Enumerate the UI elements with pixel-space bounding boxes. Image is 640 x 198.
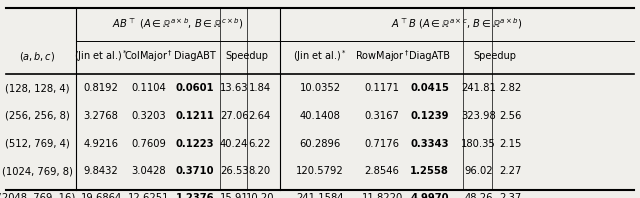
Text: 26.53: 26.53 [220, 166, 248, 176]
Text: 2.37: 2.37 [499, 193, 521, 198]
Text: 9.8432: 9.8432 [84, 166, 118, 176]
Text: 96.02: 96.02 [465, 166, 493, 176]
Text: 0.1171: 0.1171 [365, 83, 399, 93]
Text: DiagABT: DiagABT [174, 51, 216, 61]
Text: 40.1408: 40.1408 [300, 111, 340, 121]
Text: $(a, b, c)$: $(a, b, c)$ [19, 50, 55, 63]
Text: 10.0352: 10.0352 [300, 83, 340, 93]
Text: 180.35: 180.35 [461, 139, 496, 148]
Text: 48.26: 48.26 [465, 193, 493, 198]
Text: (256, 256, 8): (256, 256, 8) [4, 111, 70, 121]
Text: 241.81: 241.81 [461, 83, 496, 93]
Text: 0.1223: 0.1223 [176, 139, 214, 148]
Text: 8.20: 8.20 [249, 166, 271, 176]
Text: 2.64: 2.64 [249, 111, 271, 121]
Text: 323.98: 323.98 [461, 111, 496, 121]
Text: 6.22: 6.22 [249, 139, 271, 148]
Text: ColMajor$^\dagger$: ColMajor$^\dagger$ [124, 49, 173, 64]
Text: 3.0428: 3.0428 [131, 166, 166, 176]
Text: 0.3203: 0.3203 [131, 111, 166, 121]
Text: 2.56: 2.56 [499, 111, 521, 121]
Text: 40.24: 40.24 [220, 139, 248, 148]
Text: Speedup: Speedup [473, 51, 516, 61]
Text: 2.27: 2.27 [499, 166, 521, 176]
Text: 13.63: 13.63 [220, 83, 248, 93]
Text: 2.8546: 2.8546 [365, 166, 399, 176]
Text: 12.6251: 12.6251 [128, 193, 169, 198]
Text: 0.8192: 0.8192 [84, 83, 118, 93]
Text: (Jin et al.)$^*$: (Jin et al.)$^*$ [74, 49, 128, 64]
Text: 4.9970: 4.9970 [410, 193, 449, 198]
Text: 0.1104: 0.1104 [131, 83, 166, 93]
Text: 0.0415: 0.0415 [410, 83, 449, 93]
Text: $A^\top B$ ($A \in \mathbb{R}^{a \times c}$, $B \in \mathbb{R}^{a \times b}$): $A^\top B$ ($A \in \mathbb{R}^{a \times … [391, 16, 523, 31]
Text: 1.2376: 1.2376 [176, 193, 214, 198]
Text: 15.91: 15.91 [220, 193, 248, 198]
Text: 0.7176: 0.7176 [365, 139, 399, 148]
Text: 0.3343: 0.3343 [410, 139, 449, 148]
Text: 2.82: 2.82 [499, 83, 521, 93]
Text: 0.7609: 0.7609 [131, 139, 166, 148]
Text: 0.1239: 0.1239 [410, 111, 449, 121]
Text: 11.8220: 11.8220 [362, 193, 403, 198]
Text: 2.15: 2.15 [499, 139, 521, 148]
Text: $AB^\top$ ($A \in \mathbb{R}^{a \times b}$, $B \in \mathbb{R}^{c \times b}$): $AB^\top$ ($A \in \mathbb{R}^{a \times b… [112, 16, 244, 31]
Text: DiagATB: DiagATB [409, 51, 450, 61]
Text: 3.2768: 3.2768 [84, 111, 118, 121]
Text: 4.9216: 4.9216 [84, 139, 118, 148]
Text: 60.2896: 60.2896 [300, 139, 340, 148]
Text: (Jin et al.)$^*$: (Jin et al.)$^*$ [293, 49, 347, 64]
Text: (2048, 769, 16): (2048, 769, 16) [0, 193, 76, 198]
Text: 10.20: 10.20 [246, 193, 274, 198]
Text: 1.84: 1.84 [249, 83, 271, 93]
Text: 1.2558: 1.2558 [410, 166, 449, 176]
Text: 241.1584: 241.1584 [296, 193, 344, 198]
Text: (1024, 769, 8): (1024, 769, 8) [2, 166, 72, 176]
Text: RowMajor$^\dagger$: RowMajor$^\dagger$ [355, 49, 410, 64]
Text: 0.1211: 0.1211 [176, 111, 214, 121]
Text: 0.0601: 0.0601 [176, 83, 214, 93]
Text: 0.3710: 0.3710 [176, 166, 214, 176]
Text: 120.5792: 120.5792 [296, 166, 344, 176]
Text: Speedup: Speedup [225, 51, 269, 61]
Text: 0.3167: 0.3167 [365, 111, 399, 121]
Text: 19.6864: 19.6864 [81, 193, 122, 198]
Text: (128, 128, 4): (128, 128, 4) [5, 83, 69, 93]
Text: (512, 769, 4): (512, 769, 4) [4, 139, 70, 148]
Text: 27.06: 27.06 [220, 111, 248, 121]
